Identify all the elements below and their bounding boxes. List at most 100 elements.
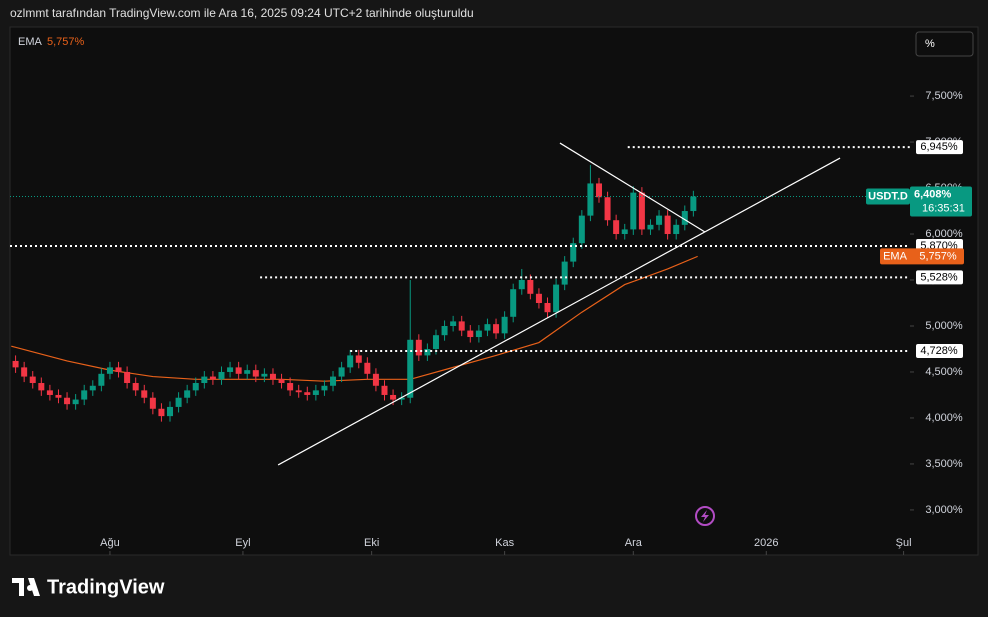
x-tick-label: Ağu — [100, 537, 120, 549]
candle-body — [209, 376, 216, 380]
candle-body — [673, 224, 680, 235]
countdown: 16:35:31 — [922, 202, 965, 214]
candle-body — [312, 390, 319, 395]
candle-body — [553, 284, 560, 313]
candle-body — [72, 399, 79, 405]
y-tick-label: 7,500% — [925, 90, 963, 102]
candle-body — [235, 367, 242, 374]
y-tick-label: 4,500% — [925, 366, 963, 378]
scale-button[interactable] — [915, 31, 974, 57]
candle-body — [450, 321, 457, 326]
scale-button-label[interactable]: % — [925, 38, 935, 50]
candle-body — [630, 192, 637, 230]
logo-dot — [27, 585, 33, 591]
candle-body — [475, 330, 482, 338]
candle-body — [201, 376, 208, 384]
y-tick-label: 6,000% — [925, 228, 963, 240]
brand: TradingView — [47, 576, 165, 598]
candle-body — [46, 390, 53, 395]
price-label: 6,408% — [914, 188, 952, 200]
candle-body — [115, 367, 122, 372]
candle-body — [381, 385, 388, 395]
ema-badge — [880, 248, 964, 265]
icon-ring[interactable] — [695, 506, 715, 526]
ema-badge-value: 5,757% — [919, 250, 957, 262]
candle-body — [432, 335, 439, 349]
x-tick-label: Kas — [495, 537, 514, 549]
candle-body — [681, 211, 688, 225]
candle-body — [38, 383, 45, 391]
candle-body — [424, 348, 431, 356]
level-label: 4,728% — [920, 345, 958, 357]
candle-body — [690, 196, 697, 212]
candle-body — [578, 215, 585, 244]
candle-body — [501, 316, 508, 334]
candle-body — [527, 280, 534, 294]
candle-body — [244, 370, 251, 374]
candle-body — [415, 339, 422, 356]
candle-body — [407, 339, 414, 398]
candle-body — [269, 373, 276, 380]
candle-body — [21, 367, 28, 377]
candle-body — [510, 289, 517, 317]
ema-badge-name: EMA — [883, 250, 908, 262]
candle-body — [278, 379, 285, 384]
candle-body — [664, 215, 671, 235]
candle-body — [124, 371, 131, 384]
candle-body — [12, 360, 19, 368]
candle-body — [261, 373, 268, 377]
candle-body — [304, 392, 311, 395]
indicator-name: EMA — [18, 36, 43, 48]
candle-body — [81, 390, 88, 400]
y-tick-label: 3,000% — [925, 504, 963, 516]
candle-body — [656, 215, 663, 225]
alert-icon[interactable] — [695, 506, 715, 526]
candle-body — [355, 355, 362, 363]
candle-body — [604, 197, 611, 221]
x-tick-label: Şul — [896, 537, 912, 549]
candle-body — [458, 321, 465, 331]
logo-mark — [12, 578, 40, 596]
symbol-label: USDT.D — [868, 190, 908, 202]
candle-body — [330, 376, 337, 386]
brand-logo — [12, 578, 40, 596]
x-tick-label: 2026 — [754, 537, 778, 549]
candle-body — [184, 390, 191, 398]
candle-body — [252, 370, 259, 377]
candle-body — [64, 397, 71, 405]
icon-bolt[interactable] — [701, 510, 709, 522]
candle-body — [55, 394, 62, 398]
level-badge — [916, 140, 963, 155]
candle-body — [638, 192, 645, 230]
candle-body — [613, 220, 620, 235]
candle-body — [338, 367, 345, 377]
x-tick-label: Eyl — [235, 537, 250, 549]
level-label: 6,945% — [920, 141, 958, 153]
candle-body — [544, 302, 551, 313]
candle-body — [141, 390, 148, 398]
trendline — [559, 142, 706, 233]
y-tick-label: 5,000% — [925, 320, 963, 332]
y-tick-label: 4,000% — [925, 412, 963, 424]
candle-body — [570, 243, 577, 262]
price-badge — [910, 186, 972, 217]
y-tick-label: 3,500% — [925, 458, 963, 470]
candle-body — [390, 394, 397, 400]
candle-body — [321, 385, 328, 391]
candle-body — [175, 397, 182, 407]
candle-body — [441, 325, 448, 336]
x-tick-label: Ara — [625, 537, 643, 549]
level-badge — [916, 270, 963, 285]
candle-body — [295, 390, 302, 393]
candle-body — [106, 367, 113, 374]
candle-body — [218, 371, 225, 380]
candle-body — [595, 183, 602, 198]
candle-body — [467, 330, 474, 338]
candle-body — [287, 383, 294, 391]
candle-body — [372, 373, 379, 386]
candle-body — [561, 261, 568, 285]
candle-body — [647, 224, 654, 230]
x-tick-label: Eki — [364, 537, 379, 549]
candle-body — [132, 383, 139, 391]
